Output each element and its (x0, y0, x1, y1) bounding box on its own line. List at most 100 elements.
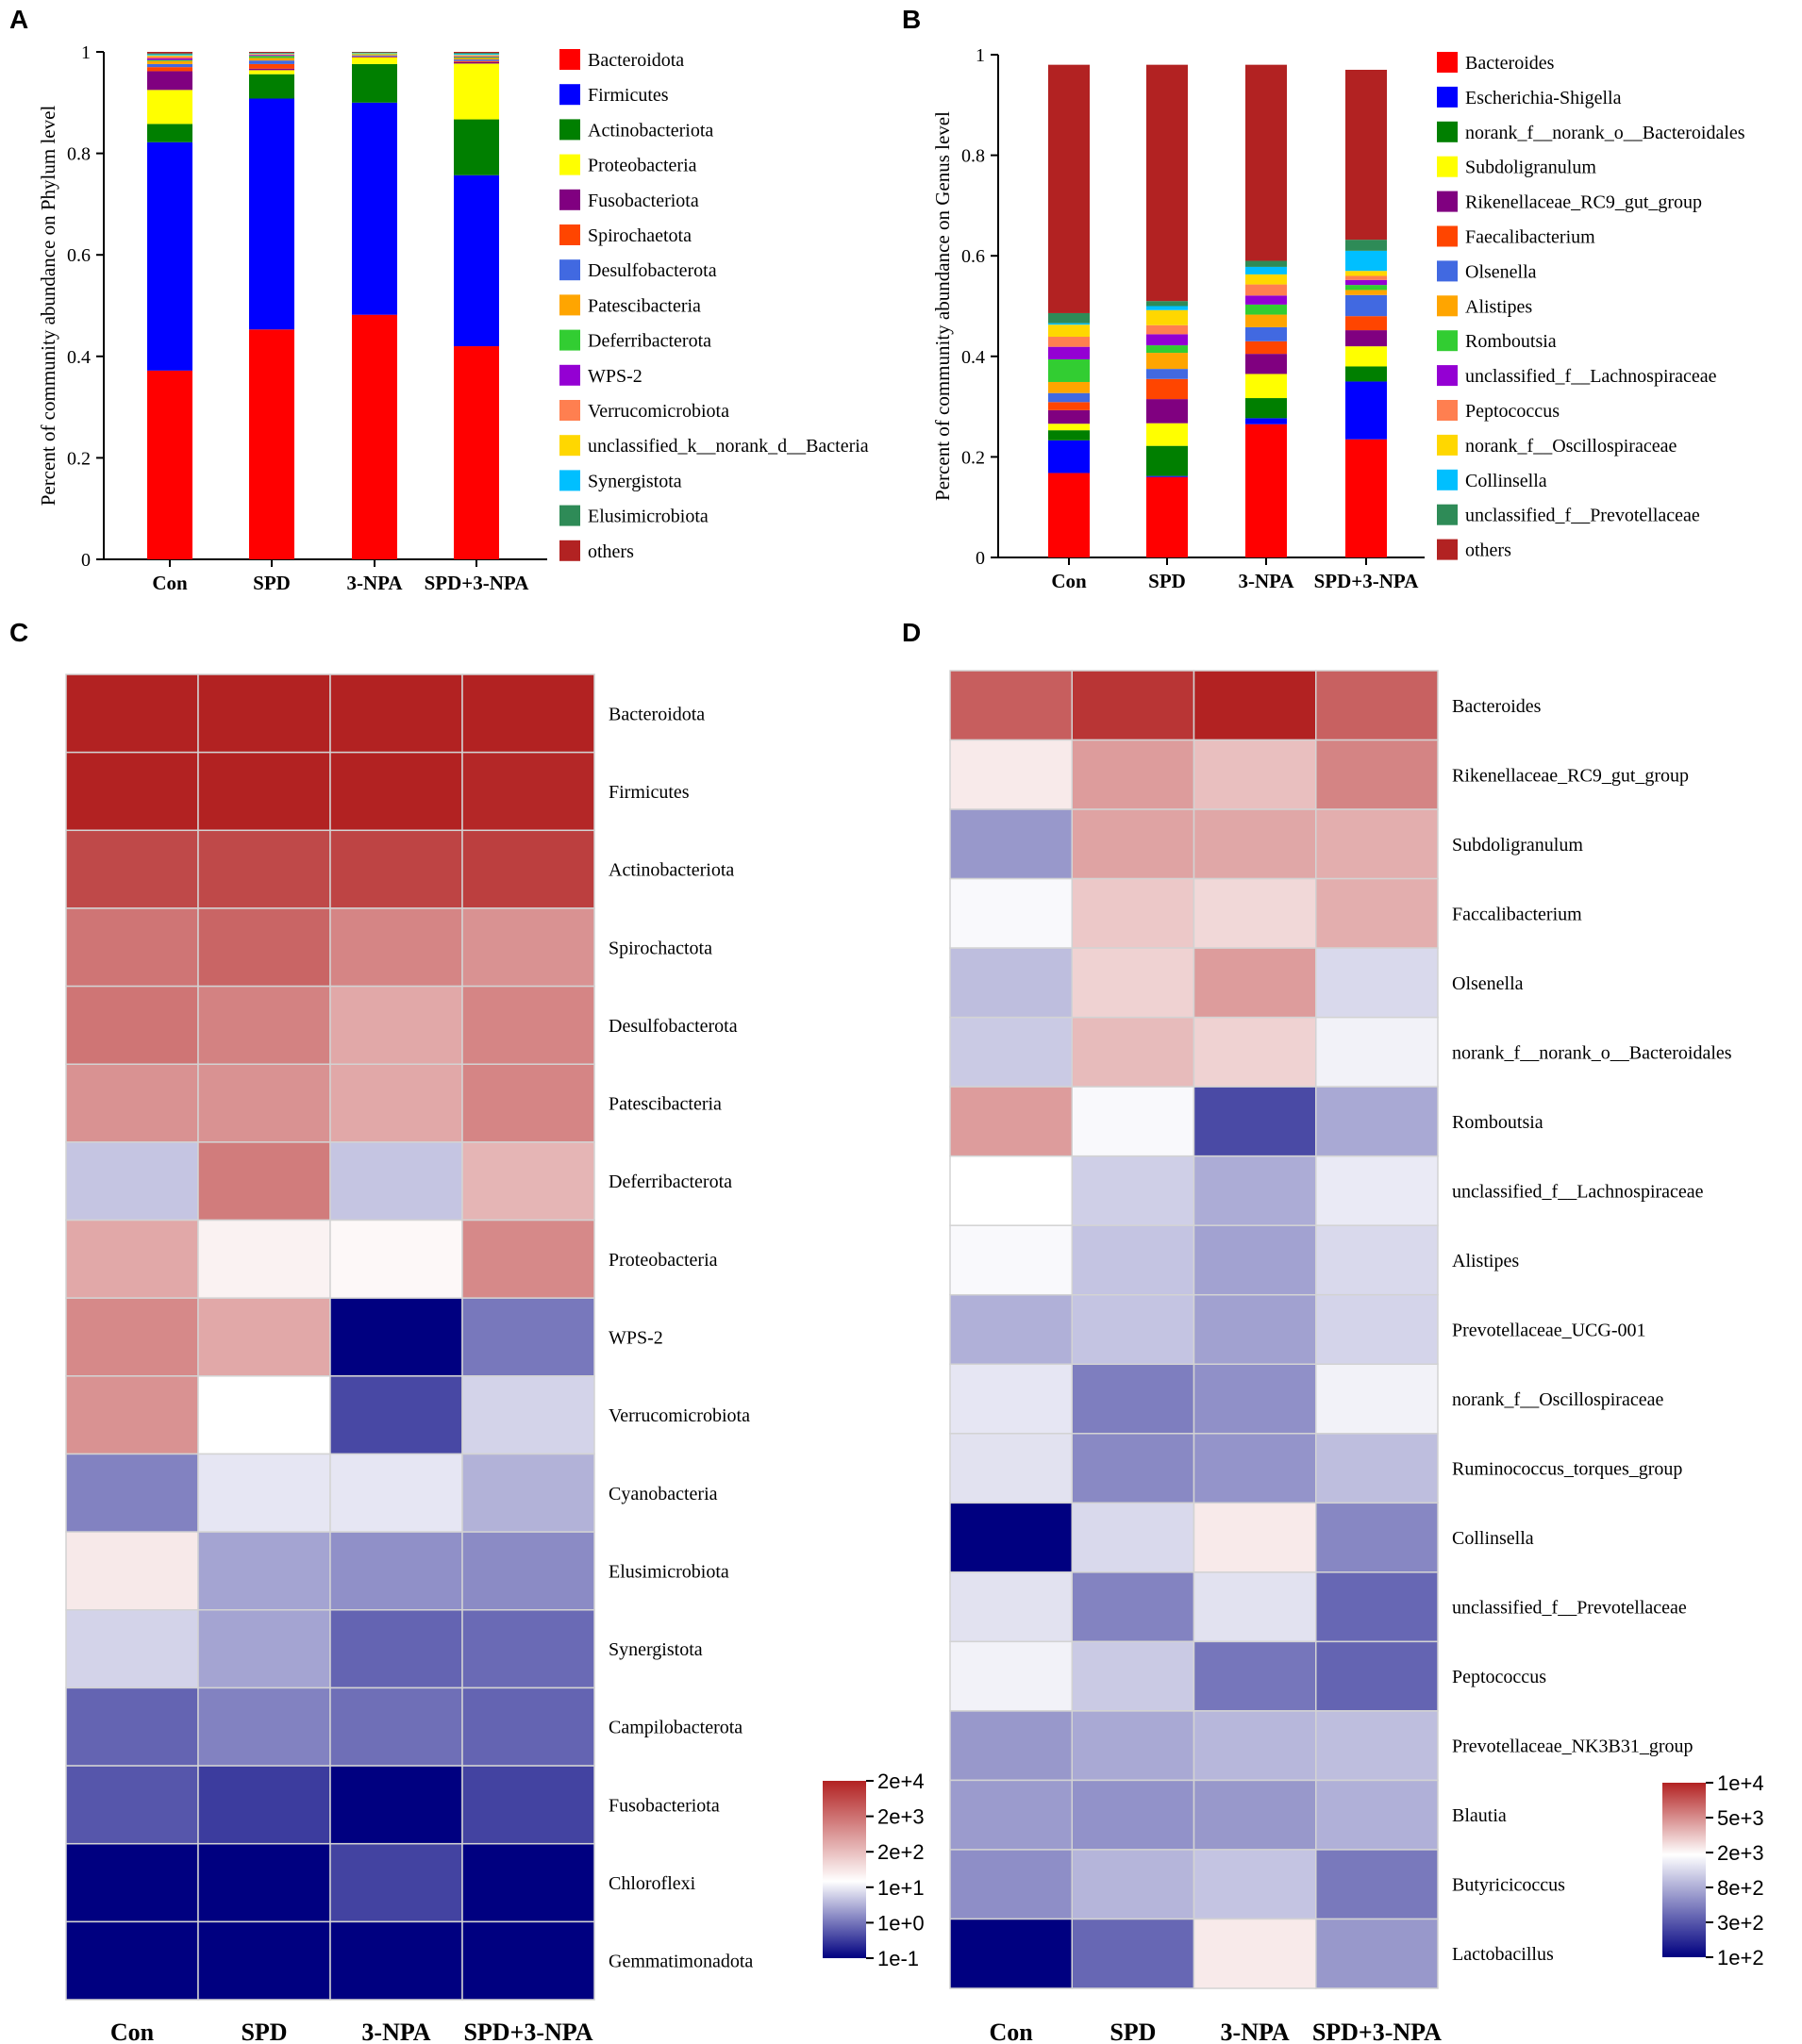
bar-segment-romboutsia-con (1048, 358, 1090, 382)
legend-swatch-wps-2 (559, 364, 580, 386)
legend-label-bacteroidota: Bacteroidota (588, 50, 684, 71)
row-label-norank-f-oscillospiraceae: norank_f__Oscillospiraceae (1452, 1389, 1663, 1410)
row-label-prevotellaceae-nk3b31-group: Prevotellaceae_NK3B31_group (1452, 1737, 1693, 1757)
heatmap-cell-blautia-spd (1071, 1779, 1195, 1851)
bar-segment-spirochaetota-3-npa (352, 56, 397, 58)
bar-segment-others-spd (1146, 64, 1188, 302)
bar-segment-patescibacteria-3-npa (352, 54, 397, 56)
heatmap-cell-gemmatimonadota-con (65, 1920, 199, 2001)
heatmap-cell-lactobacillus-spd-3-npa (1315, 1918, 1439, 1989)
heatmap-cell-lactobacillus-3-npa (1193, 1918, 1317, 1989)
bar-segment-rikenellaceae-rc9-gut-group-3-npa (1245, 354, 1287, 374)
bar-segment-synergistota-spd (249, 53, 294, 55)
heatmap-cell-synergistota-con (65, 1609, 199, 1689)
heatmap-cell-gemmatimonadota-spd-3-npa (461, 1920, 595, 2001)
heatmap-cell-spirochactota-3-npa (329, 907, 463, 988)
heatmap-cell-elusimicrobiota-3-npa (329, 1531, 463, 1611)
bar-segment-faecalibacterium-3-npa (1245, 341, 1287, 355)
legend-swatch-fusobacteriota (559, 189, 580, 210)
legend-label-bacteroides: Bacteroides (1465, 53, 1555, 74)
heatmap-cell-deferribacterota-con (65, 1141, 199, 1221)
heatmap-cell-bacteroides-spd-3-npa (1315, 670, 1439, 741)
bar-segment-others-con (147, 52, 192, 54)
bar-segment-romboutsia-3-npa (1245, 304, 1287, 315)
legend-swatch-norank-f-norank-o-bacteroidales (1437, 121, 1458, 142)
legend-label-deferribacterota: Deferribacterota (588, 331, 711, 352)
heatmap-cell-chloroflexi-spd-3-npa (461, 1842, 595, 1923)
bar-segment-peptococcus-con (1048, 337, 1090, 347)
legend-swatch-spirochaetota (559, 224, 580, 245)
column-label-spd: SPD (241, 2019, 287, 2044)
legend-label-desulfobacterota: Desulfobacterota (588, 260, 717, 281)
heatmap-cell-firmicutes-spd (197, 751, 331, 832)
legend-label-olsenella: Olsenella (1465, 261, 1537, 282)
row-label-synergistota: Synergistota (609, 1639, 703, 1660)
heatmap-cell-bacteroidota-con (65, 673, 199, 754)
bar-segment-unclassified-k-norank-d-bacteria-spd (249, 54, 294, 55)
heatmap-cell-blautia-spd-3-npa (1315, 1779, 1439, 1851)
bar-segment-firmicutes-spd (249, 98, 294, 330)
bar-segment-collinsella-spd (1146, 306, 1188, 310)
y-tick-label: 0.4 (67, 347, 91, 368)
heatmap-cell-elusimicrobiota-spd-3-npa (461, 1531, 595, 1611)
bar-segment-deferribacterota-spd (249, 56, 294, 58)
legend-swatch-escherichia-shigella (1437, 86, 1458, 108)
row-label-unclassified-f-lachnospiraceae: unclassified_f__Lachnospiraceae (1452, 1181, 1704, 1202)
row-label-wps-2: WPS-2 (609, 1328, 663, 1349)
legend-label-others: others (588, 541, 634, 562)
row-label-fusobacteriota: Fusobacteriota (609, 1795, 720, 1816)
bar-segment-norank-f-norank-o-bacteroidales-spd-3-npa (1345, 366, 1387, 382)
heatmap-cell-norank-f-norank-o-bacteroidales-con (949, 1016, 1073, 1088)
row-label-spirochactota: Spirochactota (609, 938, 712, 958)
heatmap-cell-actinobacteriota-3-npa (329, 829, 463, 909)
bar-segment-subdoligranulum-con (1048, 424, 1090, 431)
row-label-proteobacteria: Proteobacteria (609, 1250, 718, 1271)
heatmap-cell-olsenella-3-npa (1193, 947, 1317, 1019)
heatmap-cell-patescibacteria-con (65, 1063, 199, 1143)
heatmap-cell-patescibacteria-3-npa (329, 1063, 463, 1143)
bar-segment-collinsella-spd-3-npa (1345, 250, 1387, 272)
row-label-gemmatimonadota: Gemmatimonadota (609, 1952, 753, 1972)
bar-segment-norank-f-oscillospiraceae-3-npa (1245, 274, 1287, 285)
heatmap-cell-proteobacteria-spd (197, 1219, 331, 1299)
bar-segment-rikenellaceae-rc9-gut-group-spd (1146, 399, 1188, 424)
row-label-bacteroidota: Bacteroidota (609, 704, 705, 724)
legend-label-romboutsia: Romboutsia (1465, 331, 1557, 352)
bar-segment-unclassified-k-norank-d-bacteria-con (147, 55, 192, 57)
heatmap-cell-olsenella-spd (1071, 947, 1195, 1019)
heatmap-cell-rikenellaceae-rc9-gut-group-3-npa (1193, 739, 1317, 810)
legend-label-wps-2: WPS-2 (588, 366, 642, 387)
bar-segment-spirochaetota-spd (249, 63, 294, 69)
bar-segment-romboutsia-spd-3-npa (1345, 285, 1387, 291)
bar-segment-actinobacteriota-spd (249, 74, 294, 99)
bar-segment-deferribacterota-con (147, 59, 192, 61)
bar-segment-verrucomicrobiota-spd (249, 54, 294, 56)
column-label-3-npa: 3-NPA (1221, 2019, 1290, 2044)
legend-label-norank-f-norank-o-bacteroidales: norank_f__norank_o__Bacteroidales (1465, 123, 1745, 143)
legend-label-unclassified-f-lachnospiraceae: unclassified_f__Lachnospiraceae (1465, 366, 1717, 387)
bar-segment-alistipes-spd-3-npa (1345, 290, 1387, 295)
bar-segment-actinobacteriota-spd-3-npa (454, 119, 499, 175)
heatmap-cell-firmicutes-spd-3-npa (461, 751, 595, 832)
heatmap-cell-peptococcus-3-npa (1193, 1640, 1317, 1712)
row-label-rikenellaceae-rc9-gut-group: Rikenellaceae_RC9_gut_group (1452, 765, 1689, 786)
heatmap-cell-deferribacterota-spd (197, 1141, 331, 1221)
bar-segment-elusimicrobiota-3-npa (352, 52, 397, 54)
heatmap-cell-butyricicoccus-spd (1071, 1849, 1195, 1920)
heatmap-cell-alistipes-spd (1071, 1224, 1195, 1296)
heatmap-cell-actinobacteriota-con (65, 829, 199, 909)
heatmap-cell-rikenellaceae-rc9-gut-group-con (949, 739, 1073, 810)
legend-swatch-subdoligranulum (1437, 156, 1458, 177)
bar-segment-bacteroides-spd (1146, 476, 1188, 557)
bar-segment-actinobacteriota-con (147, 124, 192, 142)
column-label-spd-3-npa: SPD+3-NPA (1312, 2019, 1442, 2044)
legend-label-verrucomicrobiota: Verrucomicrobiota (588, 401, 729, 422)
heatmap-cell-synergistota-spd (197, 1609, 331, 1689)
colorbar-tick-label: 1e+1 (877, 1876, 925, 1900)
bar-segment-others-con (1048, 64, 1090, 313)
legend-label-proteobacteria: Proteobacteria (588, 156, 697, 176)
bar-segment-bacteroidota-spd (249, 329, 294, 559)
bar-segment-norank-f-oscillospiraceae-spd-3-npa (1345, 271, 1387, 276)
heatmap-cell-deferribacterota-3-npa (329, 1141, 463, 1221)
heatmap-cell-unclassified-f-lachnospiraceae-spd (1071, 1155, 1195, 1226)
